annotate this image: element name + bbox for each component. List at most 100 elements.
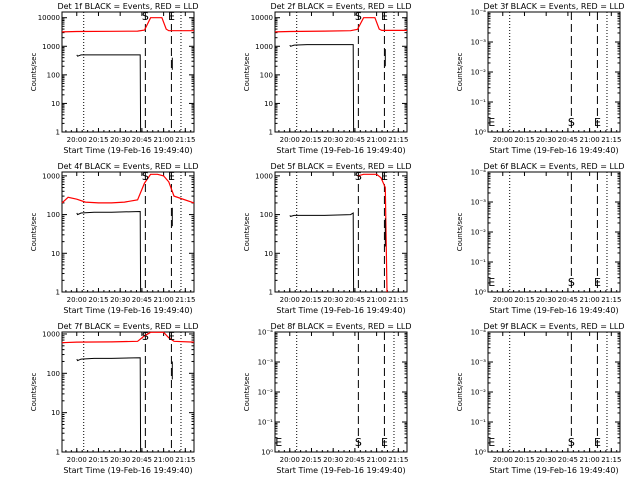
x-tick-label: 21:00 [154, 296, 174, 304]
chart-panel-8: Det 8f BLACK = Events, RED = LLD Counts/s… [243, 322, 412, 475]
y-tick-label: 10⁰ [474, 129, 486, 137]
x-tick-label: 20:15 [88, 456, 108, 464]
x-tick-label: 20:00 [67, 136, 87, 144]
x-tick-label: 21:00 [367, 136, 387, 144]
events-series-line [76, 210, 142, 293]
y-axis-label: Counts/sec [30, 53, 38, 92]
x-tick-label: 20:00 [280, 456, 300, 464]
chart-title: Det 5f BLACK = Events, RED = LLD [270, 162, 411, 171]
y-tick-label: 1000 [42, 330, 60, 338]
start-marker: S [142, 10, 149, 23]
x-tick-label: 21:15 [601, 136, 621, 144]
x-tick-label: 20:15 [514, 456, 534, 464]
x-tick-label: 20:30 [110, 296, 130, 304]
lld-series-line [61, 173, 195, 204]
x-tick-label: 20:30 [110, 456, 130, 464]
y-tick-label: 100 [47, 211, 60, 219]
start-marker: S [568, 436, 575, 449]
end-marker: E [594, 116, 601, 129]
start-marker: S [355, 10, 362, 23]
end-marker: E [168, 10, 175, 23]
x-tick-label: 20:45 [558, 456, 578, 464]
y-tick-label: 10⁻⁴ [471, 9, 487, 17]
chart-panel-6: Det 6f BLACK = Events, RED = LLD Counts/s… [456, 162, 625, 315]
y-axis-label: Counts/sec [456, 53, 464, 92]
x-tick-label: 20:15 [301, 456, 321, 464]
y-tick-label: 1000 [255, 43, 273, 51]
y-tick-label: 10⁻⁴ [471, 329, 487, 337]
y-tick-label: 100 [47, 71, 60, 79]
x-axis-label: Start Time (19-Feb-16 19:49:40) [489, 306, 618, 315]
x-tick-label: 20:15 [301, 136, 321, 144]
x-tick-label: 20:45 [345, 456, 365, 464]
events-series-line [289, 44, 355, 133]
end-marker: E [488, 116, 495, 129]
end-marker: E [381, 170, 388, 183]
x-tick-label: 21:15 [601, 296, 621, 304]
y-tick-label: 10⁰ [261, 449, 273, 457]
start-marker: S [355, 436, 362, 449]
chart-panel-1: Det 1f BLACK = Events, RED = LLD Counts/s… [30, 2, 199, 155]
y-tick-label: 1 [269, 289, 273, 297]
chart-panel-3: Det 3f BLACK = Events, RED = LLD Counts/s… [456, 2, 625, 155]
y-tick-label: 1 [56, 449, 60, 457]
y-tick-label: 10 [51, 100, 60, 108]
x-tick-label: 20:30 [536, 136, 556, 144]
x-tick-label: 20:45 [132, 456, 152, 464]
plot-frame [274, 171, 408, 293]
x-tick-label: 20:00 [493, 296, 513, 304]
y-tick-label: 10⁻⁴ [471, 169, 487, 177]
y-tick-label: 10⁻³ [471, 359, 487, 367]
y-tick-label: 100 [260, 71, 273, 79]
x-tick-label: 20:00 [280, 136, 300, 144]
lld-series-line [274, 17, 407, 33]
end-marker: E [381, 436, 388, 449]
y-tick-label: 100 [260, 211, 273, 219]
x-tick-label: 21:00 [580, 296, 600, 304]
y-tick-label: 10⁰ [474, 289, 486, 297]
x-tick-label: 20:00 [280, 296, 300, 304]
start-marker: S [142, 170, 149, 183]
x-tick-label: 21:00 [580, 456, 600, 464]
y-axis-label: Counts/sec [243, 213, 251, 252]
plot-frame [61, 171, 195, 293]
lld-series-line [61, 331, 195, 344]
y-tick-label: 10⁻² [471, 229, 487, 237]
x-axis-label: Start Time (19-Feb-16 19:49:40) [276, 146, 405, 155]
y-tick-label: 1000 [42, 172, 60, 180]
x-tick-label: 20:15 [514, 296, 534, 304]
x-tick-label: 20:30 [536, 296, 556, 304]
y-tick-label: 10000 [38, 14, 60, 22]
x-tick-label: 21:00 [367, 296, 387, 304]
x-axis-label: Start Time (19-Feb-16 19:49:40) [276, 306, 405, 315]
chart-title: Det 9f BLACK = Events, RED = LLD [483, 322, 624, 331]
start-marker: S [568, 276, 575, 289]
y-tick-label: 100 [47, 370, 60, 378]
x-tick-label: 21:15 [388, 296, 408, 304]
events-series-line [76, 357, 142, 453]
x-axis-label: Start Time (19-Feb-16 19:49:40) [63, 146, 192, 155]
x-tick-label: 21:00 [580, 136, 600, 144]
chart-panel-4: Det 4f BLACK = Events, RED = LLD Counts/s… [30, 162, 199, 315]
chart-panel-7: Det 7f BLACK = Events, RED = LLD Counts/s… [30, 322, 199, 475]
x-axis-label: Start Time (19-Feb-16 19:49:40) [489, 466, 618, 475]
x-tick-label: 21:15 [388, 136, 408, 144]
end-marker: E [594, 276, 601, 289]
plot-frame [274, 11, 408, 133]
y-tick-label: 1 [56, 289, 60, 297]
y-tick-label: 10⁻¹ [471, 259, 487, 267]
y-tick-label: 10⁻³ [471, 199, 487, 207]
start-marker: S [568, 116, 575, 129]
x-tick-label: 21:00 [367, 456, 387, 464]
x-tick-label: 20:15 [301, 296, 321, 304]
end-marker: E [168, 170, 175, 183]
chart-title: Det 1f BLACK = Events, RED = LLD [57, 2, 198, 11]
y-tick-label: 10⁻¹ [471, 419, 487, 427]
x-tick-label: 20:45 [345, 136, 365, 144]
x-axis-label: Start Time (19-Feb-16 19:49:40) [489, 146, 618, 155]
y-axis-label: Counts/sec [243, 373, 251, 412]
chart-title: Det 2f BLACK = Events, RED = LLD [270, 2, 411, 11]
x-tick-label: 20:15 [514, 136, 534, 144]
chart-panel-2: Det 2f BLACK = Events, RED = LLD Counts/s… [243, 2, 412, 155]
